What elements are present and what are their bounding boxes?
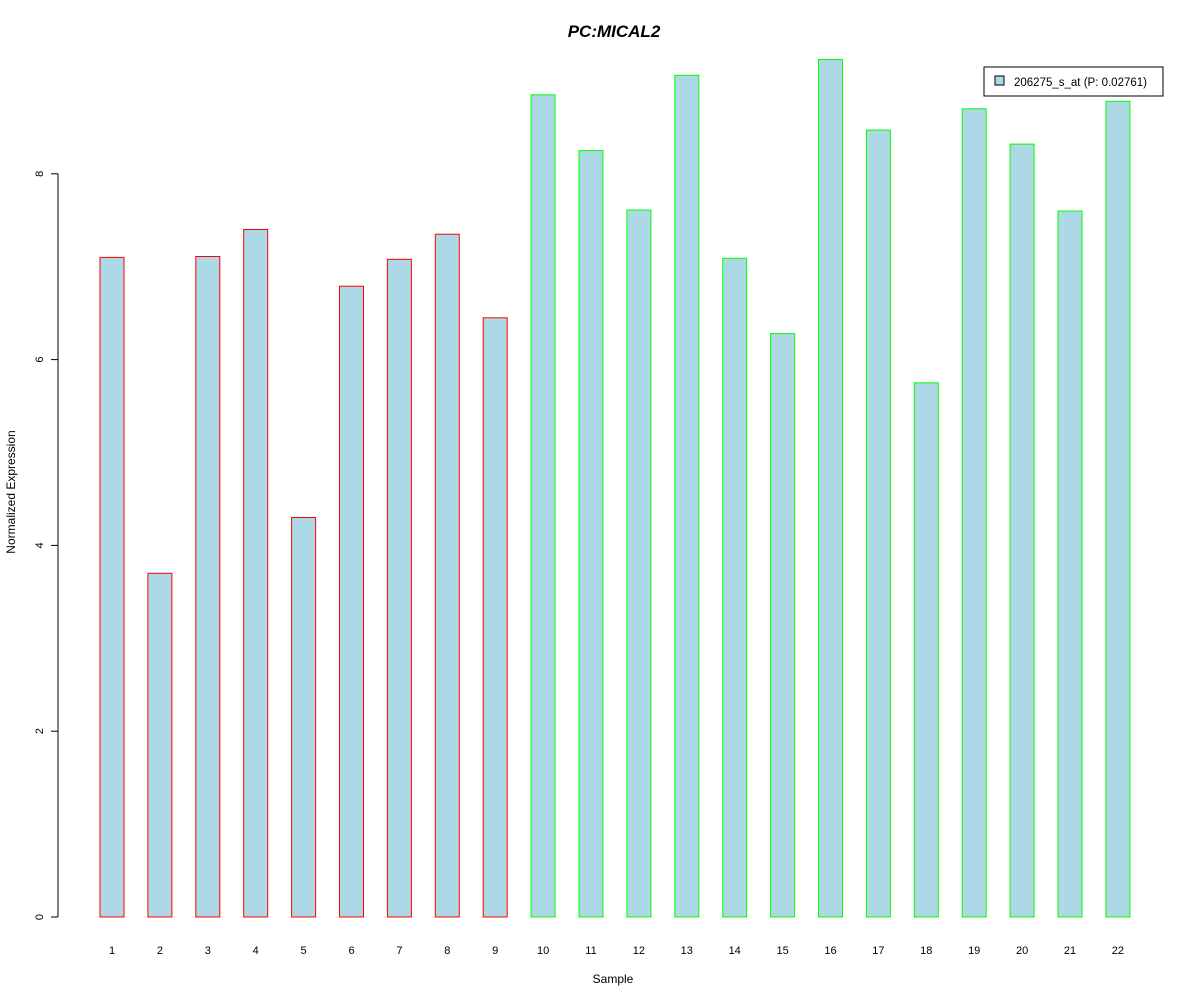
legend: 206275_s_at (P: 0.02761) [983, 66, 1164, 97]
x-tick-label: 13 [681, 945, 693, 957]
x-tick-label: 9 [492, 945, 498, 957]
bar-sample-5 [291, 517, 317, 918]
y-axis-label: Normalized Expression [4, 430, 18, 553]
x-tick-label: 5 [301, 945, 307, 957]
x-tick-label: 12 [633, 945, 645, 957]
bar-sample-8 [434, 233, 460, 918]
x-tick-label: 4 [253, 945, 259, 957]
x-tick-label: 21 [1064, 945, 1076, 957]
bar-sample-16 [818, 59, 843, 918]
x-tick-label: 6 [348, 945, 354, 957]
x-tick-label: 18 [920, 945, 932, 957]
bar-sample-19 [961, 108, 987, 918]
x-tick-label: 22 [1112, 945, 1124, 957]
bar-sample-12 [626, 209, 652, 918]
legend-swatch [994, 75, 1005, 86]
bar-sample-13 [674, 74, 700, 918]
x-tick-label: 11 [585, 945, 596, 957]
legend-label: 206275_s_at (P: 0.02761) [1014, 77, 1147, 89]
bar-sample-17 [865, 129, 891, 918]
x-tick-label: 10 [537, 945, 549, 957]
bar-sample-21 [1057, 210, 1083, 918]
y-tick-label: 6 [34, 357, 46, 363]
bar-sample-9 [482, 317, 508, 918]
bar-sample-4 [243, 229, 269, 918]
bar-sample-11 [578, 150, 604, 918]
bars-group [99, 59, 1131, 918]
bar-sample-22 [1105, 100, 1131, 918]
bar-sample-15 [770, 333, 796, 918]
x-tick-label: 2 [157, 945, 163, 957]
bar-sample-2 [147, 572, 173, 918]
bar-sample-20 [1009, 143, 1035, 918]
bar-sample-18 [913, 382, 939, 918]
x-tick-label: 17 [872, 945, 884, 957]
bar-sample-1 [99, 256, 125, 918]
y-axis: 0 2 4 6 8 [34, 171, 59, 920]
x-tick-label: 1 [109, 945, 115, 957]
y-tick-label: 0 [34, 914, 46, 920]
x-tick-label: 15 [776, 945, 788, 957]
x-tick-label: 8 [444, 945, 450, 957]
x-tick-label: 20 [1016, 945, 1028, 957]
x-tick-label: 16 [824, 945, 836, 957]
bar-sample-14 [722, 257, 748, 918]
y-tick-label: 4 [34, 542, 46, 548]
bar-sample-3 [195, 256, 221, 918]
legend-box [983, 66, 1164, 97]
chart-title: PC:MICAL2 [568, 22, 661, 41]
y-tick-label: 8 [34, 171, 46, 177]
bar-sample-6 [339, 285, 364, 918]
bar-sample-7 [386, 258, 412, 918]
x-tick-label: 7 [396, 945, 402, 957]
y-tick-label: 2 [34, 728, 46, 734]
x-tick-labels: 1 2 3 4 5 6 7 8 9 10 11 12 13 14 15 16 17 18 19 20 21 22 [109, 945, 1124, 957]
x-tick-label: 19 [968, 945, 980, 957]
x-axis-label: Sample [593, 972, 634, 986]
x-tick-label: 14 [729, 945, 741, 957]
x-tick-label: 3 [205, 945, 211, 957]
bar-sample-10 [530, 94, 556, 918]
